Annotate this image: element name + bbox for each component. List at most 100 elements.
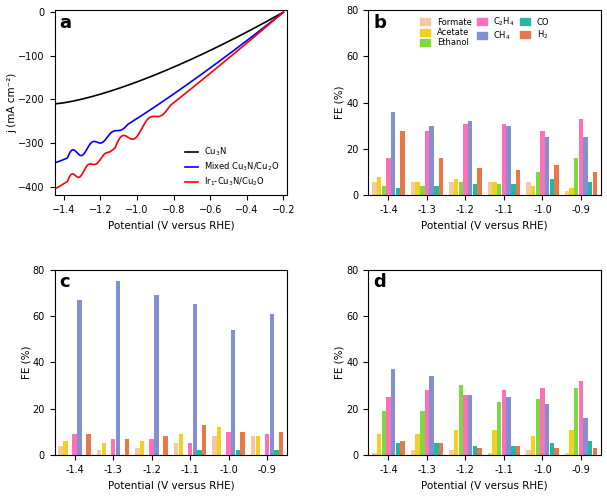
Bar	[588, 441, 592, 455]
X-axis label: Potential (V versus RHE): Potential (V versus RHE)	[421, 480, 548, 490]
Bar	[535, 172, 540, 196]
Text: b: b	[373, 14, 386, 32]
Bar	[502, 390, 506, 455]
Bar	[468, 394, 472, 455]
Bar	[429, 376, 434, 455]
Bar	[468, 121, 472, 196]
Bar	[531, 186, 535, 196]
X-axis label: Potential (V versus RHE): Potential (V versus RHE)	[107, 480, 234, 490]
Bar	[449, 450, 453, 455]
Bar	[592, 448, 597, 455]
Bar	[458, 182, 463, 196]
Bar	[391, 112, 395, 196]
Bar	[391, 369, 395, 455]
Bar	[400, 130, 405, 196]
Bar	[97, 450, 101, 455]
Bar	[140, 441, 144, 455]
Y-axis label: FE (%): FE (%)	[335, 346, 345, 379]
Bar	[439, 444, 443, 455]
Bar	[531, 436, 535, 455]
Bar	[439, 158, 443, 196]
Bar	[386, 397, 391, 455]
Bar	[511, 446, 515, 455]
Y-axis label: j (mA cm⁻²): j (mA cm⁻²)	[7, 72, 17, 133]
Bar	[492, 430, 497, 455]
Bar	[372, 182, 377, 196]
Bar	[111, 439, 115, 455]
Bar	[174, 444, 178, 455]
Bar	[477, 448, 482, 455]
Legend: Formate, Acetate, Ethanol, C$_2$H$_4$, CH$_4$, CO, H$_2$: Formate, Acetate, Ethanol, C$_2$H$_4$, C…	[418, 14, 551, 49]
Bar	[178, 434, 183, 455]
Bar	[386, 158, 391, 196]
Text: c: c	[59, 274, 70, 291]
Y-axis label: FE (%): FE (%)	[21, 346, 31, 379]
Bar	[77, 300, 81, 455]
Bar	[578, 119, 583, 196]
Bar	[487, 452, 492, 455]
Bar	[396, 444, 400, 455]
Bar	[487, 182, 492, 196]
Bar	[502, 124, 506, 196]
Bar	[400, 441, 405, 455]
Bar	[425, 130, 429, 196]
Bar	[197, 450, 202, 455]
Bar	[265, 434, 270, 455]
Bar	[569, 430, 574, 455]
Legend: Cu$_3$N, Mixed Cu$_3$N/Cu$_2$O, Ir$_1$-Cu$_3$N/Cu$_2$O: Cu$_3$N, Mixed Cu$_3$N/Cu$_2$O, Ir$_1$-C…	[182, 142, 283, 191]
Bar	[382, 411, 386, 455]
Bar	[592, 172, 597, 196]
Bar	[463, 394, 467, 455]
Bar	[58, 446, 63, 455]
Bar	[511, 184, 515, 196]
Bar	[516, 170, 520, 196]
Bar	[377, 434, 381, 455]
Bar	[540, 130, 544, 196]
Text: d: d	[373, 274, 386, 291]
Bar	[154, 295, 158, 455]
Y-axis label: FE (%): FE (%)	[335, 86, 345, 120]
Bar	[535, 400, 540, 455]
Bar	[411, 182, 415, 196]
Bar	[454, 179, 458, 196]
Bar	[396, 188, 400, 196]
Bar	[516, 446, 520, 455]
Bar	[463, 124, 467, 196]
Bar	[226, 432, 231, 455]
Bar	[583, 138, 588, 196]
Bar	[569, 188, 574, 196]
Bar	[251, 436, 256, 455]
Bar	[202, 425, 206, 455]
Bar	[411, 450, 415, 455]
Bar	[425, 390, 429, 455]
Bar	[492, 182, 497, 196]
X-axis label: Potential (V versus RHE): Potential (V versus RHE)	[421, 220, 548, 230]
Bar	[382, 186, 386, 196]
Bar	[420, 411, 424, 455]
Bar	[434, 444, 438, 455]
Bar	[506, 126, 511, 196]
Bar	[434, 186, 438, 196]
Bar	[473, 184, 477, 196]
Bar	[231, 330, 236, 455]
Bar	[188, 444, 192, 455]
Bar	[63, 441, 67, 455]
Bar	[125, 439, 129, 455]
Bar	[574, 158, 578, 196]
Bar	[554, 166, 558, 196]
Bar	[545, 138, 549, 196]
Bar	[578, 381, 583, 455]
Bar	[274, 450, 279, 455]
Bar	[588, 182, 592, 196]
Bar	[554, 448, 558, 455]
Bar	[101, 444, 106, 455]
Bar	[549, 444, 554, 455]
Bar	[429, 126, 434, 196]
Bar	[497, 402, 501, 455]
Bar	[86, 434, 91, 455]
Bar	[163, 436, 168, 455]
Bar	[540, 388, 544, 455]
Bar	[135, 448, 140, 455]
Text: a: a	[59, 14, 71, 32]
Bar	[279, 432, 283, 455]
